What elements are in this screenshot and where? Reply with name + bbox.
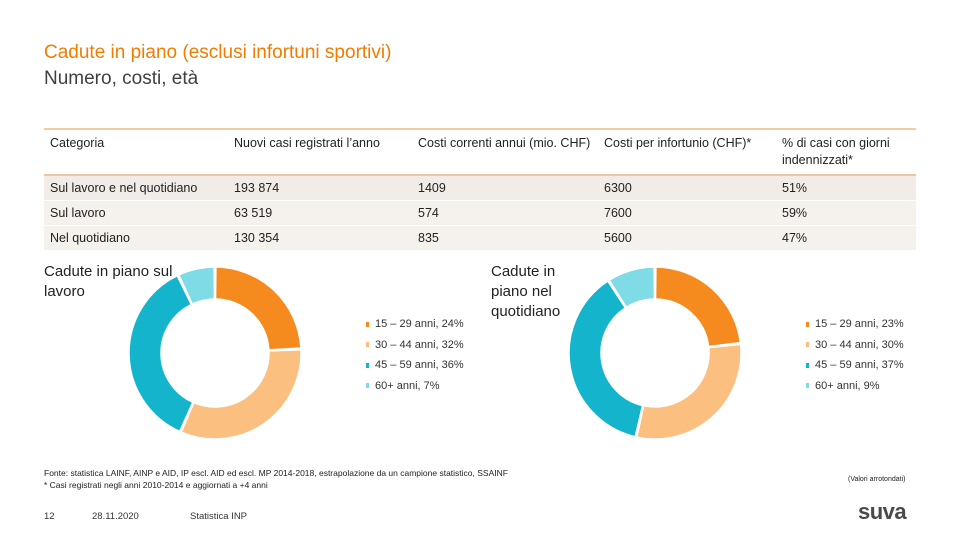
- donut-slice-2: [636, 343, 742, 440]
- table-cell: 59%: [776, 200, 916, 226]
- legend-label: 60+ anni, 9%: [815, 379, 880, 392]
- legend-swatch: [806, 321, 809, 327]
- page-title: Cadute in piano (esclusi infortuni sport…: [44, 42, 392, 63]
- table-header-cell: % di casi con giorni indennizzati*: [776, 128, 916, 175]
- donut-chart-daily: [568, 266, 742, 440]
- legend-label: 45 – 59 anni, 37%: [815, 359, 904, 371]
- legend-item: 60+ anni, 7%: [366, 376, 464, 397]
- legend-swatch: [806, 342, 809, 348]
- section-label: Statistica INP: [190, 511, 248, 522]
- legend-label: 15 – 29 anni, 24%: [375, 318, 464, 330]
- table-header-cell: Costi correnti annui (mio. CHF): [412, 128, 598, 175]
- legend-item: 60+ anni, 9%: [806, 376, 904, 397]
- source-note: Fonte: statistica LAINF, AINP e AID, IP …: [44, 468, 508, 478]
- table-cell: 7600: [598, 200, 776, 226]
- donut-chart-work: [128, 266, 302, 440]
- table-cell: 1409: [412, 174, 598, 201]
- cases-note: * Casi registrati negli anni 2010-2014 e…: [44, 480, 268, 490]
- rounded-values-note: (Valori arrotondati): [848, 476, 906, 483]
- legend-daily: 15 – 29 anni, 23% 30 – 44 anni, 30% 45 –…: [806, 314, 904, 396]
- legend-item: 15 – 29 anni, 24%: [366, 314, 464, 335]
- page-subtitle: Numero, costi, età: [44, 68, 199, 89]
- table-cell: Nel quotidiano: [44, 225, 228, 250]
- legend-item: 45 – 59 anni, 37%: [806, 355, 904, 376]
- table-cell: 193 874: [228, 174, 412, 201]
- legend-item: 30 – 44 anni, 32%: [366, 335, 464, 356]
- table-cell: 130 354: [228, 225, 412, 250]
- donut-slice-3: [568, 280, 644, 438]
- legend-swatch: [366, 383, 369, 389]
- table-cell: Sul lavoro e nel quotidiano: [44, 174, 228, 201]
- page-number: 12: [44, 511, 55, 522]
- chart-title-daily: Cadute in piano nel quotidiano: [491, 263, 561, 320]
- legend-label: 60+ anni, 7%: [375, 379, 440, 392]
- table-row: Sul lavoro 63 519 574 7600 59%: [44, 200, 916, 226]
- table-header-cell: Categoria: [44, 128, 228, 175]
- legend-label: 30 – 44 anni, 30%: [815, 338, 904, 351]
- table-cell: 835: [412, 225, 598, 250]
- legend-label: 45 – 59 anni, 36%: [375, 359, 464, 371]
- donut-slice-4: [177, 266, 216, 305]
- donut-slice-4: [608, 266, 656, 309]
- table-row: Sul lavoro e nel quotidiano 193 874 1409…: [44, 174, 916, 201]
- legend-work: 15 – 29 anni, 24% 30 – 44 anni, 32% 45 –…: [366, 314, 464, 396]
- suva-logo: suva: [858, 499, 907, 524]
- table-cell: 5600: [598, 225, 776, 250]
- page-title-block: Cadute in piano (esclusi infortuni sport…: [44, 40, 391, 92]
- table-cell: Sul lavoro: [44, 200, 228, 226]
- donut-slice-3: [128, 274, 194, 433]
- table-header-cell: Nuovi casi registrati l’anno: [228, 128, 412, 175]
- donut-slice-2: [180, 349, 302, 440]
- table-cell: 51%: [776, 174, 916, 201]
- slide-date: 28.11.2020: [92, 511, 139, 522]
- legend-swatch: [366, 342, 369, 348]
- table-cell: 47%: [776, 225, 916, 250]
- legend-label: 15 – 29 anni, 23%: [815, 318, 904, 330]
- table-header-cell: Costi per infortunio (CHF)*: [598, 128, 776, 175]
- table-cell: 63 519: [228, 200, 412, 226]
- footnote-block: Fonte: statistica LAINF, AINP e AID, IP …: [44, 467, 508, 491]
- legend-label: 30 – 44 anni, 32%: [375, 338, 464, 351]
- chart-title-work: Cadute in piano sul lavoro: [44, 263, 173, 300]
- table-cell: 6300: [598, 174, 776, 201]
- donut-slice-1: [654, 266, 742, 348]
- legend-swatch: [366, 321, 369, 327]
- legend-swatch: [366, 362, 369, 368]
- legend-item: 30 – 44 anni, 30%: [806, 335, 904, 356]
- stats-table: Categoria Nuovi casi registrati l’anno C…: [44, 128, 916, 250]
- legend-item: 45 – 59 anni, 36%: [366, 355, 464, 376]
- legend-item: 15 – 29 anni, 23%: [806, 314, 904, 335]
- table-row: Nel quotidiano 130 354 835 5600 47%: [44, 225, 916, 250]
- table-header-row: Categoria Nuovi casi registrati l’anno C…: [44, 128, 916, 175]
- legend-swatch: [806, 383, 809, 389]
- donut-slice-1: [214, 266, 302, 351]
- table-cell: 574: [412, 200, 598, 226]
- legend-swatch: [806, 362, 809, 368]
